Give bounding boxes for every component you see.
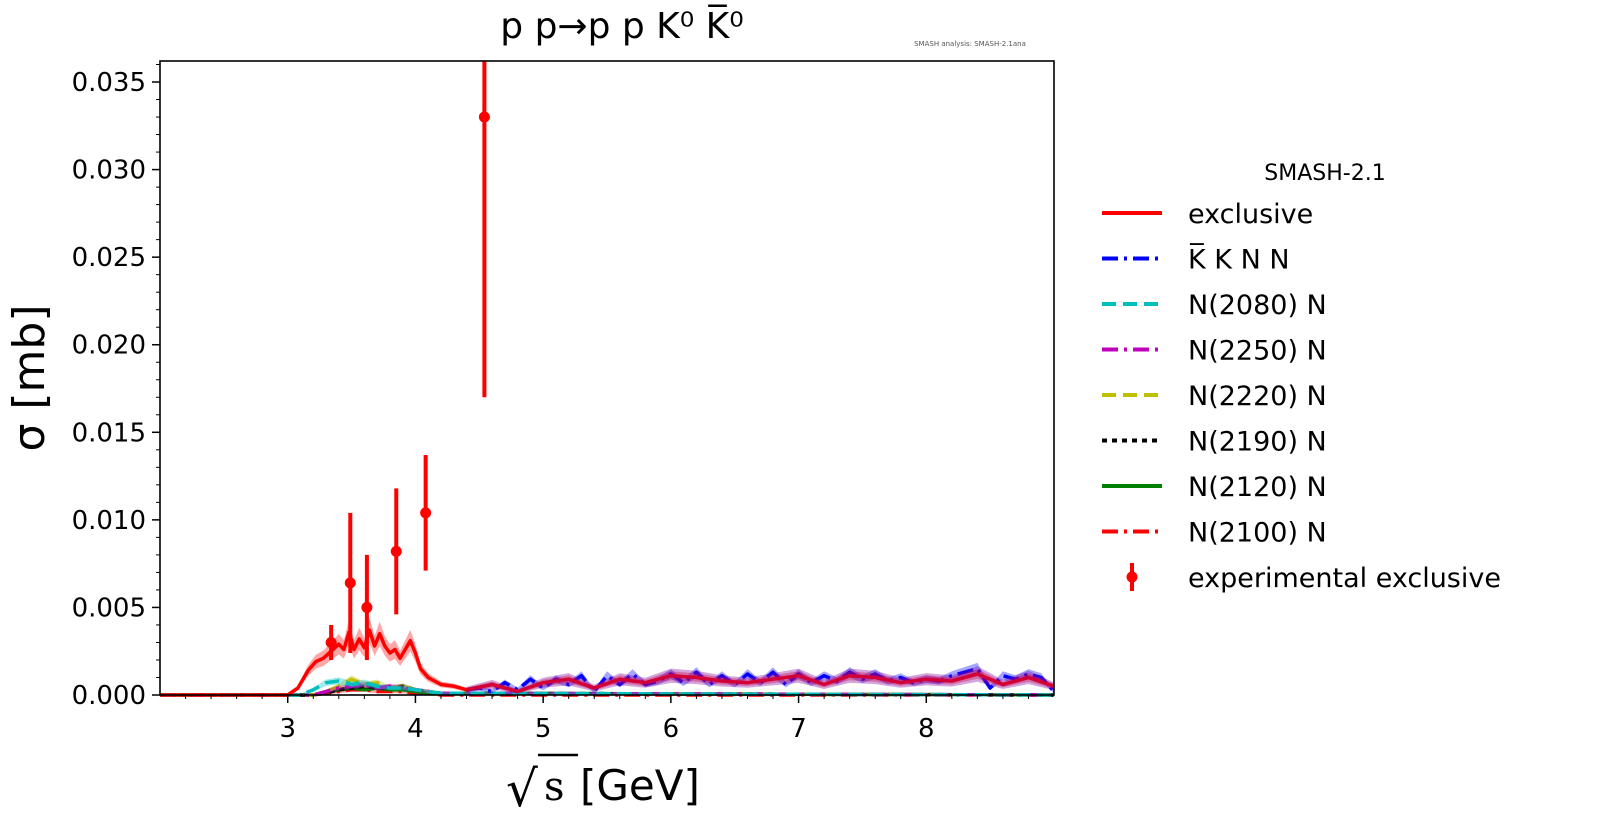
band-exclusive	[160, 617, 1054, 695]
legend-item: N(2120) N	[1102, 472, 1327, 503]
data-point	[344, 577, 356, 589]
legend-item: exclusive	[1102, 199, 1313, 230]
y-axis: 0.000 0.005 0.010 0.015 0.020 0.025 0.030 0.035	[72, 64, 160, 711]
x-axis-label-unit: [GeV]	[580, 761, 700, 810]
x-tick-label: 7	[790, 714, 807, 744]
data-point	[478, 111, 490, 123]
series-line-n-2080-n	[160, 679, 1055, 697]
legend-item: experimental exclusive	[1126, 563, 1501, 594]
legend-item: N(2190) N	[1102, 427, 1327, 458]
y-tick-label: 0.010	[72, 506, 146, 536]
data-point	[420, 507, 432, 519]
series-line-exclusive	[160, 628, 1055, 697]
experimental-point	[478, 61, 490, 398]
legend-label: N(2080) N	[1188, 290, 1327, 321]
legend-label: K̅ K N N	[1188, 244, 1290, 276]
legend-label: exclusive	[1188, 199, 1313, 230]
y-tick-label: 0.015	[72, 418, 146, 448]
legend-label: N(2220) N	[1188, 381, 1327, 412]
x-axis-label-symbol: s	[544, 764, 565, 810]
legend-label: N(2120) N	[1188, 472, 1327, 503]
experimental-point	[420, 455, 432, 571]
plot-frame	[159, 60, 1055, 696]
x-tick-label: 8	[918, 714, 935, 744]
data-point	[390, 545, 402, 557]
x-tick-label: 4	[407, 714, 424, 744]
watermark: SMASH analysis: SMASH-2.1ana	[914, 40, 1026, 48]
legend: SMASH-2.1 exclusive K̅ K N N N(2080) N N(22…	[1102, 161, 1501, 594]
x-axis: 3 4 5 6 7 8	[185, 695, 1029, 744]
y-axis-label: σ [mb]	[4, 305, 55, 452]
x-axis-label: √ s [GeV]	[506, 753, 700, 818]
plot-area	[160, 61, 1056, 697]
experimental-point	[325, 624, 337, 660]
y-tick-label: 0.005	[72, 593, 146, 623]
legend-item: N(2220) N	[1102, 381, 1327, 412]
chart-title: p p→p p K⁰ K̅⁰	[500, 4, 743, 47]
experimental-point	[390, 488, 402, 615]
legend-label: N(2250) N	[1188, 336, 1327, 367]
legend-item: N(2100) N	[1102, 518, 1327, 549]
legend-item: N(2080) N	[1102, 290, 1327, 321]
x-tick-label: 5	[535, 714, 552, 744]
y-tick-label: 0.020	[72, 331, 146, 361]
legend-title: SMASH-2.1	[1264, 161, 1385, 186]
y-tick-label: 0.000	[72, 681, 146, 711]
series-line-n-2250-n	[160, 682, 1055, 697]
legend-label: N(2190) N	[1188, 427, 1327, 458]
y-tick-label: 0.030	[72, 156, 146, 186]
experimental-point	[361, 554, 373, 660]
legend-item: N(2250) N	[1102, 336, 1327, 367]
data-point	[325, 636, 337, 648]
experimental-point	[344, 512, 356, 653]
x-axis-label-radical: √	[506, 760, 538, 818]
legend-label: N(2100) N	[1188, 518, 1327, 549]
x-tick-label: 3	[279, 714, 296, 744]
band-n-2250-n	[160, 681, 1054, 695]
legend-item: K̅ K N N	[1102, 244, 1290, 276]
legend-marker	[1126, 571, 1138, 583]
y-tick-label: 0.035	[72, 68, 146, 98]
legend-label: experimental exclusive	[1188, 563, 1501, 594]
overlap-band	[466, 666, 1054, 694]
data-point	[361, 601, 373, 613]
y-tick-label: 0.025	[72, 243, 146, 273]
x-tick-label: 6	[663, 714, 680, 744]
